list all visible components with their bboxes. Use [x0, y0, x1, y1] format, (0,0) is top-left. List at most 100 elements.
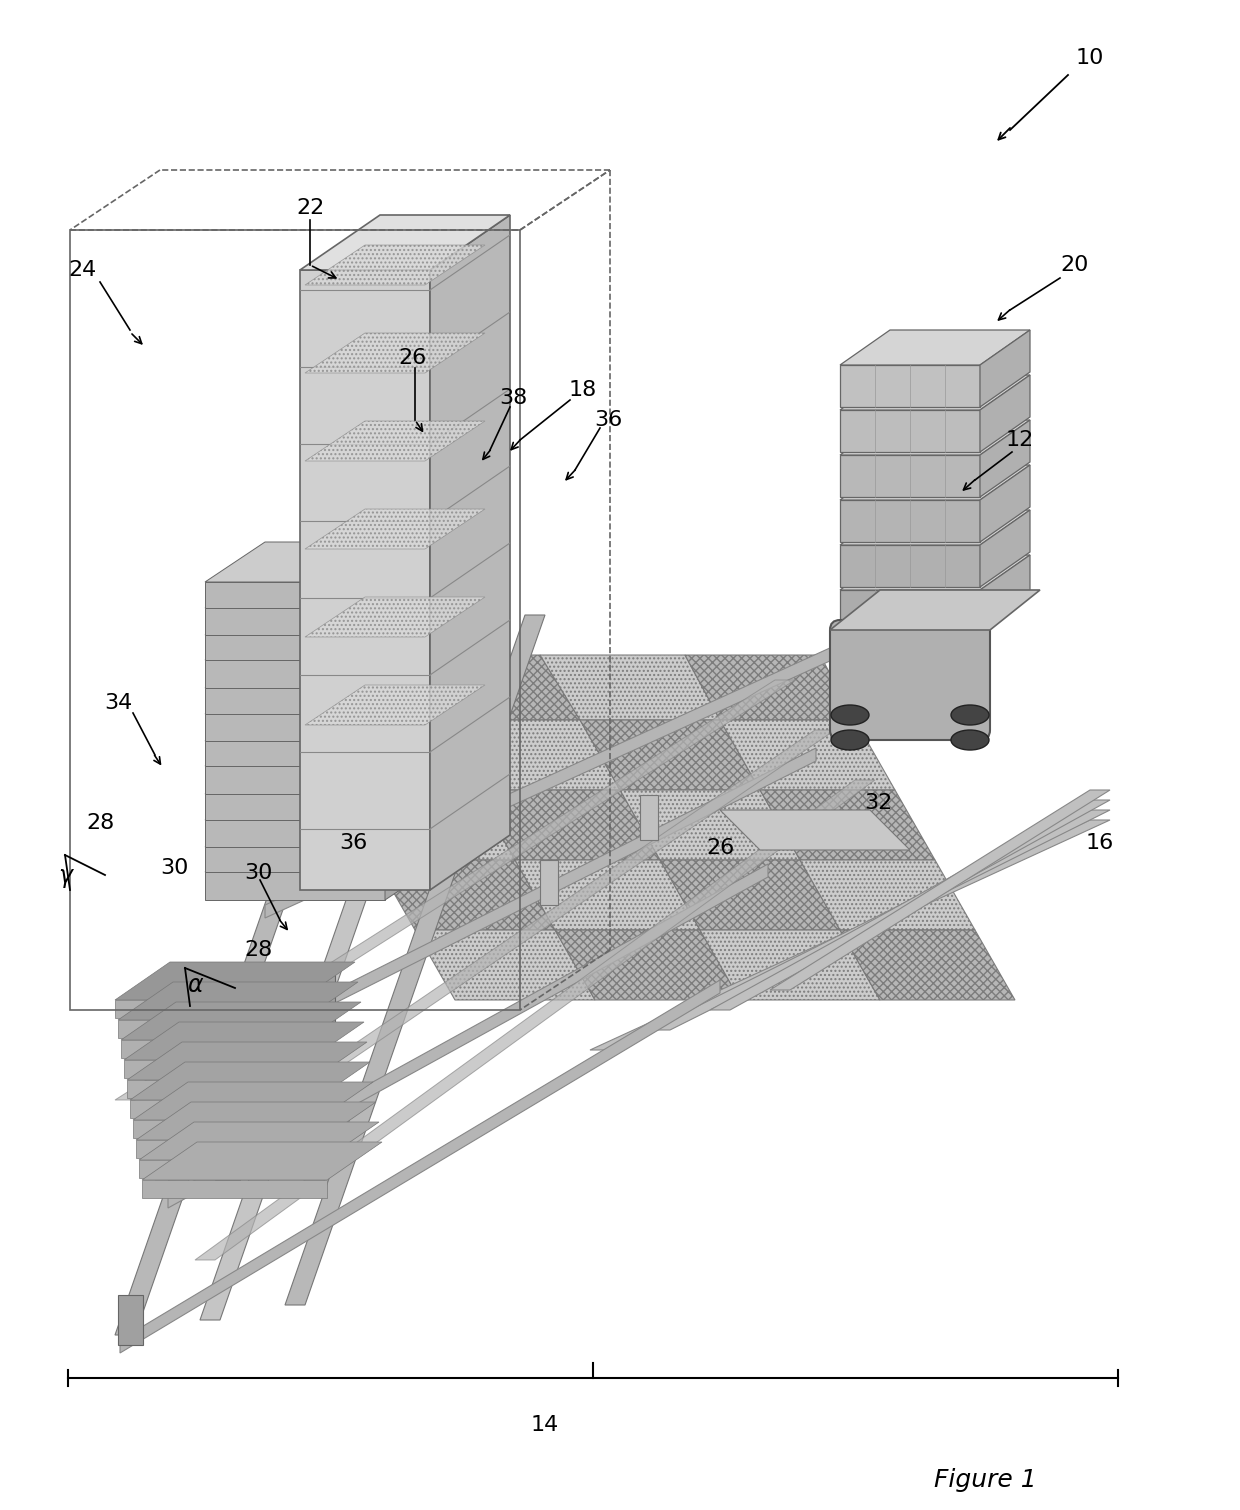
- Polygon shape: [800, 861, 975, 930]
- Polygon shape: [205, 781, 445, 820]
- Polygon shape: [130, 1062, 370, 1099]
- Polygon shape: [980, 331, 1030, 408]
- Polygon shape: [115, 962, 355, 1000]
- Polygon shape: [205, 689, 384, 714]
- Bar: [69, 230, 520, 1010]
- Polygon shape: [839, 411, 980, 451]
- Polygon shape: [126, 1080, 312, 1098]
- Polygon shape: [300, 214, 510, 270]
- Polygon shape: [205, 701, 445, 741]
- Polygon shape: [384, 568, 445, 636]
- Polygon shape: [136, 1102, 376, 1140]
- Polygon shape: [205, 726, 445, 766]
- Polygon shape: [130, 1099, 315, 1117]
- Polygon shape: [720, 720, 895, 790]
- Polygon shape: [205, 621, 445, 660]
- Polygon shape: [205, 595, 445, 636]
- Polygon shape: [205, 660, 384, 689]
- Polygon shape: [335, 790, 515, 861]
- Text: 14: 14: [531, 1415, 559, 1434]
- Text: α: α: [187, 972, 203, 997]
- Polygon shape: [115, 645, 374, 1335]
- Polygon shape: [839, 500, 980, 542]
- Text: 30: 30: [160, 858, 188, 877]
- Polygon shape: [122, 1003, 361, 1040]
- Polygon shape: [205, 581, 384, 609]
- Polygon shape: [384, 673, 445, 741]
- Text: 12: 12: [1006, 430, 1034, 450]
- Polygon shape: [839, 930, 1016, 1000]
- Polygon shape: [205, 753, 445, 794]
- Polygon shape: [539, 655, 720, 720]
- Polygon shape: [839, 365, 980, 408]
- Ellipse shape: [831, 729, 869, 750]
- Polygon shape: [167, 864, 768, 1208]
- Polygon shape: [770, 790, 1110, 991]
- Text: Figure 1: Figure 1: [934, 1468, 1037, 1492]
- Bar: [118, 1296, 143, 1345]
- Polygon shape: [305, 421, 485, 461]
- Bar: [300, 270, 430, 889]
- Polygon shape: [590, 820, 1110, 1049]
- Polygon shape: [384, 753, 445, 820]
- Polygon shape: [205, 609, 384, 636]
- Polygon shape: [115, 680, 795, 1099]
- Polygon shape: [305, 686, 485, 725]
- Ellipse shape: [951, 705, 990, 725]
- Polygon shape: [839, 420, 1030, 455]
- Polygon shape: [305, 245, 485, 285]
- Polygon shape: [155, 729, 835, 1179]
- Polygon shape: [305, 509, 485, 550]
- Polygon shape: [216, 747, 816, 1063]
- Polygon shape: [384, 542, 445, 609]
- Text: 28: 28: [244, 941, 272, 960]
- Polygon shape: [650, 809, 1110, 1030]
- Text: 26: 26: [399, 347, 427, 368]
- Polygon shape: [515, 861, 701, 930]
- Polygon shape: [143, 1142, 382, 1179]
- Text: 20: 20: [1060, 255, 1089, 275]
- Polygon shape: [143, 1179, 327, 1197]
- Text: 36: 36: [339, 834, 367, 853]
- Polygon shape: [684, 655, 856, 720]
- Polygon shape: [384, 701, 445, 766]
- Polygon shape: [205, 673, 445, 714]
- Polygon shape: [139, 1160, 324, 1178]
- Polygon shape: [839, 465, 1030, 500]
- Polygon shape: [285, 615, 546, 1305]
- Polygon shape: [384, 806, 445, 871]
- Text: 10: 10: [1076, 48, 1104, 68]
- Polygon shape: [124, 1060, 309, 1078]
- Text: 28: 28: [86, 812, 114, 834]
- Polygon shape: [556, 930, 740, 1000]
- Polygon shape: [295, 720, 475, 790]
- Ellipse shape: [951, 729, 990, 750]
- Polygon shape: [136, 1140, 321, 1158]
- Polygon shape: [133, 1083, 373, 1120]
- Polygon shape: [415, 930, 595, 1000]
- Text: 22: 22: [296, 198, 324, 217]
- Polygon shape: [118, 982, 358, 1019]
- Text: 32: 32: [864, 793, 892, 812]
- Polygon shape: [396, 655, 580, 720]
- Polygon shape: [839, 510, 1030, 545]
- Polygon shape: [200, 630, 460, 1320]
- Polygon shape: [830, 590, 1040, 630]
- Polygon shape: [265, 633, 866, 918]
- Polygon shape: [205, 820, 384, 847]
- Text: 38: 38: [498, 388, 527, 408]
- Polygon shape: [384, 781, 445, 847]
- Polygon shape: [980, 465, 1030, 542]
- Bar: [640, 794, 658, 840]
- Polygon shape: [839, 374, 1030, 411]
- Polygon shape: [720, 809, 910, 850]
- Polygon shape: [205, 568, 445, 609]
- Polygon shape: [139, 1122, 379, 1160]
- Text: 24: 24: [69, 260, 97, 279]
- Polygon shape: [120, 980, 720, 1353]
- Text: 36: 36: [594, 411, 622, 430]
- Text: 18: 18: [569, 381, 598, 400]
- Bar: [440, 720, 458, 766]
- Polygon shape: [701, 930, 880, 1000]
- Text: 30: 30: [244, 864, 273, 883]
